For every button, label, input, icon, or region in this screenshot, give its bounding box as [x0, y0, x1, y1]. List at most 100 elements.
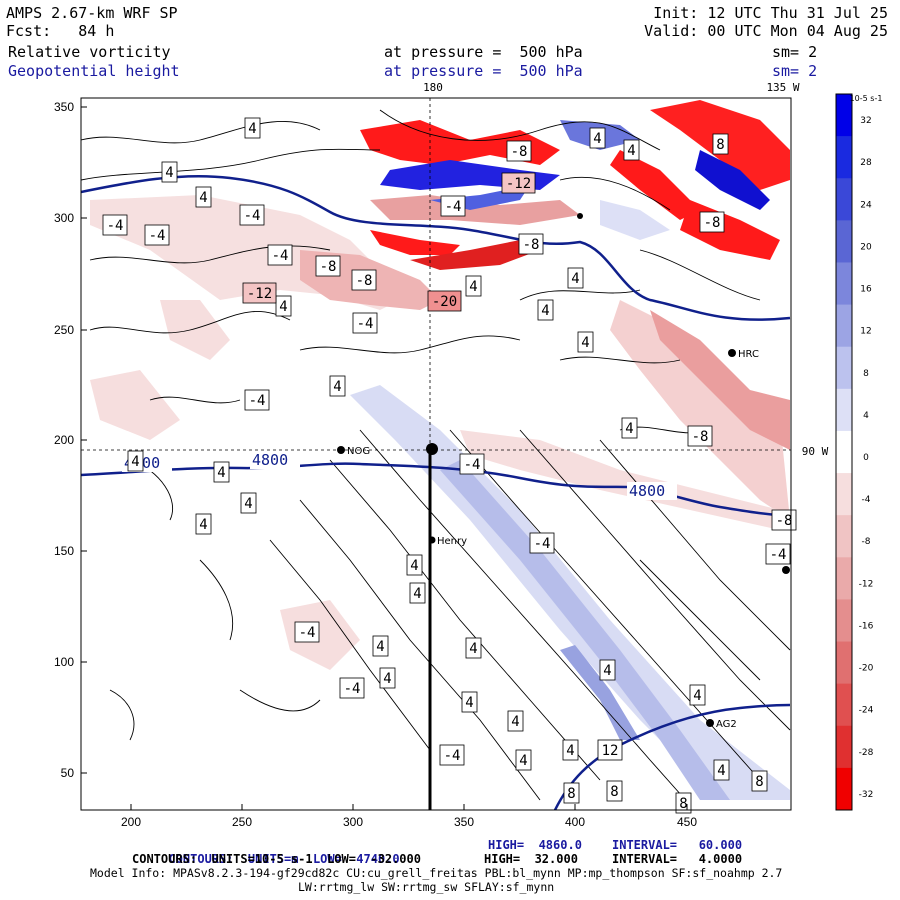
vorticity-label: 4 — [566, 743, 574, 759]
vorticity-label: -4 — [272, 248, 289, 264]
vorticity-label: 8 — [610, 784, 618, 800]
colorbar-swatch — [836, 515, 852, 558]
vorticity-label: 4 — [217, 465, 225, 481]
svg-text:200: 200 — [121, 815, 141, 829]
vorticity-label: -4 — [149, 228, 166, 244]
station-marker — [706, 719, 714, 727]
colorbar-label: -28 — [859, 748, 874, 758]
x-axis: 200 250 300 350 400 450 — [121, 815, 697, 829]
vorticity-label-box — [339, 677, 365, 699]
height-label: 4800 — [629, 482, 665, 500]
vorticity-label: 4 — [693, 688, 701, 704]
colorbar-label: 0 — [863, 453, 869, 463]
smoothing-1: sm= 2 — [772, 43, 818, 61]
vorticity-label: 4 — [625, 421, 633, 437]
vorticity-label: -4 — [244, 208, 261, 224]
vorticity-label-box — [244, 389, 270, 411]
svg-text:200: 200 — [54, 433, 74, 447]
vorticity-label: -8 — [704, 215, 721, 231]
vorticity-label: -4 — [464, 457, 481, 473]
footer-line-1: CONTOURS: UNITS=m LOW= 4740.0 — [154, 838, 399, 866]
colorbar-swatch — [836, 557, 852, 600]
footer-line-2-interval: INTERVAL= 4.0000 — [612, 852, 743, 866]
vorticity-contours — [81, 109, 791, 806]
svg-text:300: 300 — [343, 815, 363, 829]
vorticity-label: 4 — [244, 496, 252, 512]
svg-text:50: 50 — [61, 766, 75, 780]
colorbar-units: 10-5 s-1 — [850, 94, 883, 103]
colorbar-label: -24 — [859, 706, 874, 716]
vorticity-label-box — [144, 224, 170, 246]
vorticity-label-box — [567, 267, 584, 289]
vorticity-label-box — [195, 513, 212, 535]
svg-text:250: 250 — [54, 323, 74, 337]
vorticity-label-box — [242, 282, 277, 304]
vorticity-label-box — [267, 244, 293, 266]
colorbar-label: -32 — [859, 790, 874, 800]
vorticity-label-box — [771, 509, 797, 531]
lon-label-135w: 135 W — [766, 81, 799, 94]
vorticity-label: 4 — [410, 558, 418, 574]
vorticity-label: -4 — [357, 316, 374, 332]
vorticity-label-box — [275, 295, 292, 317]
vorticity-label-box — [195, 186, 212, 208]
vorticity-label-box — [506, 140, 532, 162]
colorbar-swatch — [836, 683, 852, 727]
station-label: HRC — [738, 349, 759, 360]
vorticity-label-box — [379, 667, 396, 689]
vorticity-label: 8 — [679, 796, 687, 812]
vorticity-label-box — [240, 492, 257, 514]
station-marker — [426, 443, 438, 455]
vorticity-label: 4 — [717, 763, 725, 779]
svg-text:250: 250 — [232, 815, 252, 829]
negative-vorticity-patch — [160, 300, 230, 360]
vorticity-label: -20 — [432, 294, 457, 310]
colorbar-label: 4 — [863, 411, 869, 421]
tick-marks — [81, 106, 688, 810]
vorticity-label: 4 — [413, 586, 421, 602]
colorbar-swatch — [836, 94, 852, 137]
y-axis: 350 300 250 200 150 100 50 — [54, 100, 74, 780]
svg-text:450: 450 — [677, 815, 697, 829]
station-marker — [428, 536, 436, 544]
vorticity-label: 4 — [199, 190, 207, 206]
geopotential-height-contours — [81, 174, 791, 810]
vorticity-label-box — [427, 290, 462, 312]
lon-label-180: 180 — [423, 81, 443, 94]
vorticity-label: 4 — [469, 641, 477, 657]
map-frame — [80, 97, 792, 811]
colorbar-swatch — [836, 725, 852, 769]
vorticity-label-box — [239, 204, 265, 226]
positive-vorticity-max — [560, 645, 640, 740]
vorticity-label-box — [161, 161, 178, 183]
vorticity-label: 4 — [199, 517, 207, 533]
vorticity-label: 4 — [165, 165, 173, 181]
vorticity-label: 4 — [571, 271, 579, 287]
colorbar-swatch — [836, 599, 852, 643]
vorticity-label-box — [689, 684, 706, 706]
vorticity-label-box — [501, 172, 536, 194]
vorticity-label-box — [409, 582, 426, 604]
vorticity-label: -4 — [444, 748, 461, 764]
vorticity-label-box — [623, 139, 640, 161]
vorticity-label-box — [699, 211, 725, 233]
vorticity-label-box — [213, 461, 230, 483]
init-time: Init: 12 UTC Thu 31 Jul 25 — [653, 4, 888, 22]
station-label: Henry — [437, 536, 467, 547]
colorbar-label: 16 — [860, 285, 872, 295]
forecast-hour: Fcst: 84 h — [6, 22, 115, 40]
vorticity-label: -8 — [523, 237, 540, 253]
vorticity-label: 4 — [333, 379, 341, 395]
vorticity-label-box — [439, 744, 465, 766]
vorticity-label-box — [372, 635, 389, 657]
footer-line-1-high: HIGH= 4860.0 — [488, 838, 582, 852]
vorticity-label-box — [294, 621, 320, 643]
vorticity-label-box — [599, 659, 616, 681]
vorticity-label: -4 — [770, 547, 787, 563]
vorticity-label-box — [577, 331, 594, 353]
colorbar-swatch — [836, 220, 852, 263]
negative-vorticity-patch-2 — [90, 370, 180, 440]
colorbar-swatch — [836, 641, 852, 685]
vorticity-label-box — [537, 299, 554, 321]
